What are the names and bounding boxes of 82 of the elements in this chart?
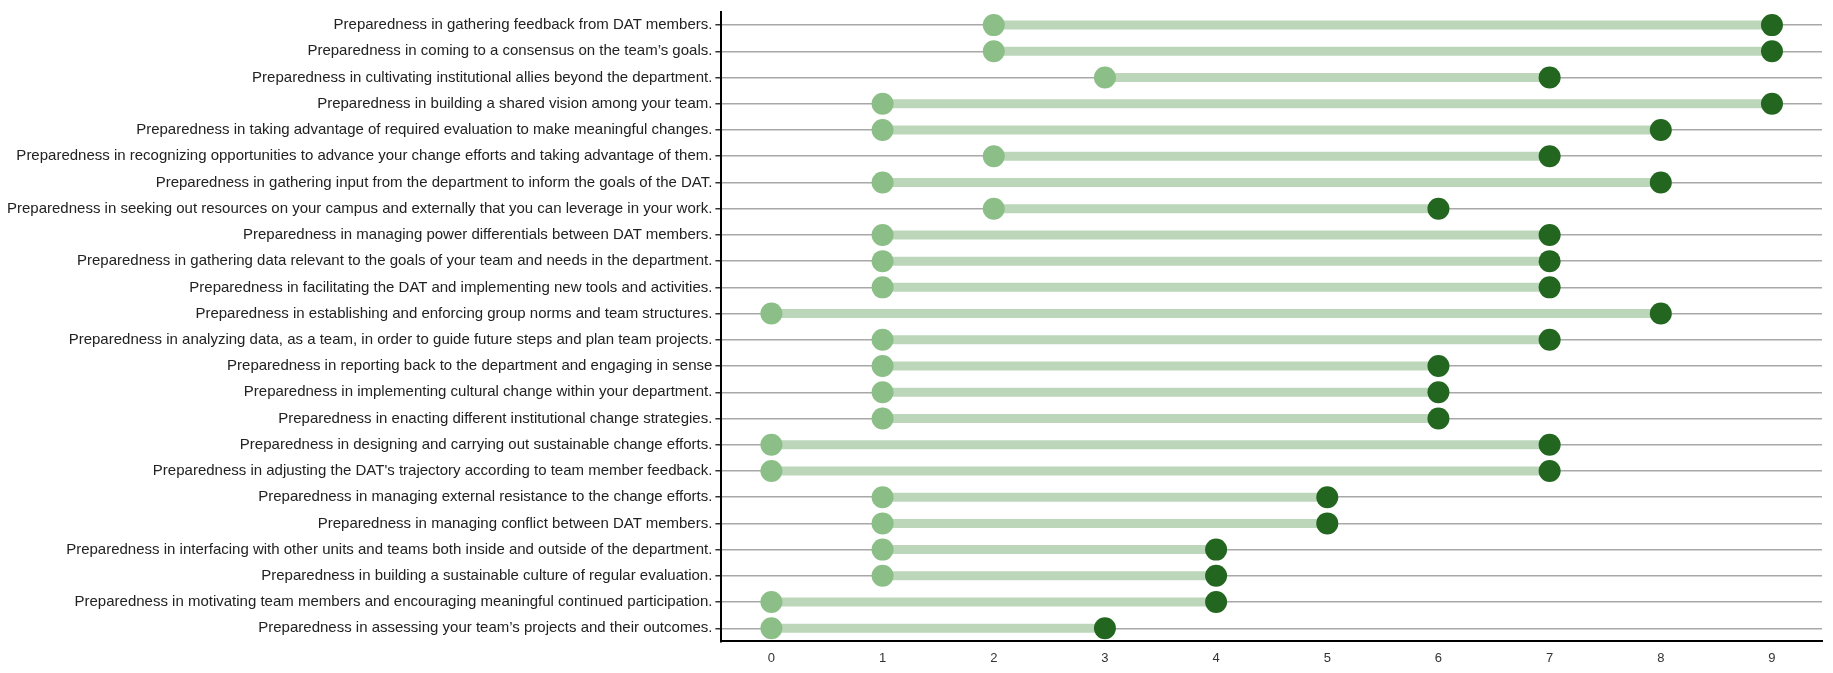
y-tick-label: Preparedness in interfacing with other units and teams both inside and outside of the department.	[66, 539, 713, 557]
point	[982, 197, 1005, 220]
point	[1649, 119, 1672, 142]
y-tick-label: Preparedness in establishing and enforcing group norms and team structures.	[195, 303, 713, 321]
y-tick-label: Preparedness in managing power differentials between DAT members.	[242, 225, 713, 243]
point	[1538, 433, 1561, 456]
point	[1093, 617, 1116, 640]
y-tick-label: Preparedness in managing external resistance to the change efforts.	[258, 487, 713, 505]
point	[982, 145, 1005, 168]
y-tick-label: Preparedness in gathering feedback from DAT members.	[333, 15, 713, 33]
point	[1760, 14, 1783, 37]
point	[871, 276, 894, 299]
y-tick-label: Preparedness in building a shared vision among your team.	[317, 93, 713, 111]
point	[871, 223, 894, 246]
y-tick-label: Preparedness in seeking out resources on your campus and externally that you can leverage in your work.	[7, 198, 713, 216]
x-tick-label: 9	[1768, 649, 1776, 665]
point	[982, 40, 1005, 63]
point	[1427, 355, 1450, 378]
point	[1538, 459, 1561, 482]
point	[760, 433, 783, 456]
point	[1427, 381, 1450, 404]
point	[1538, 276, 1561, 299]
x-tick-label: 8	[1657, 649, 1665, 665]
point	[1538, 250, 1561, 273]
y-tick-label: Preparedness in gathering input from the department to inform the goals of the DAT.	[155, 172, 713, 190]
point	[1760, 92, 1783, 115]
point	[982, 14, 1005, 37]
y-tick-label: Preparedness in taking advantage of required evaluation to make meaningful changes.	[136, 120, 713, 138]
y-tick-label: Preparedness in motivating team members and encouraging meaningful continued participation.	[74, 592, 713, 610]
x-tick-label: 2	[990, 649, 998, 665]
point	[871, 381, 894, 404]
y-tick-label: Preparedness in reporting back to the department and engaging in sense	[227, 356, 713, 374]
y-tick-label: Preparedness in analyzing data, as a team, in order to guide future steps and plan team projects.	[68, 329, 713, 347]
point	[1649, 171, 1672, 194]
point	[1538, 223, 1561, 246]
y-tick-label: Preparedness in facilitating the DAT and implementing new tools and activities.	[189, 277, 713, 295]
point	[1538, 66, 1561, 89]
point	[1205, 564, 1228, 587]
x-tick-label: 0	[767, 649, 776, 665]
y-tick-label: Preparedness in managing conflict between DAT members.	[317, 513, 713, 531]
point	[760, 302, 783, 325]
point	[1316, 486, 1339, 509]
x-tick-label: 3	[1101, 649, 1109, 665]
point	[760, 459, 783, 482]
point	[1093, 66, 1116, 89]
point	[1760, 40, 1783, 63]
y-tick-label: Preparedness in gathering data relevant to the goals of your team and needs in the department.	[76, 251, 713, 269]
point	[871, 328, 894, 351]
point	[760, 591, 783, 614]
point	[871, 355, 894, 378]
point	[1649, 302, 1672, 325]
x-tick-label: 4	[1212, 649, 1220, 665]
x-tick-label: 7	[1546, 649, 1554, 665]
point	[871, 407, 894, 430]
point	[1538, 328, 1561, 351]
point	[871, 564, 894, 587]
point	[1427, 407, 1450, 430]
y-tick-label: Preparedness in building a sustainable culture of regular evaluation.	[261, 565, 713, 583]
y-tick-label: Preparedness in recognizing opportunities to advance your change efforts and taking advantage of them.	[16, 146, 713, 164]
point	[1538, 145, 1561, 168]
point	[871, 486, 894, 509]
point	[871, 512, 894, 535]
point	[871, 119, 894, 142]
y-tick-label: Preparedness in adjusting the DAT's trajectory according to team member feedback.	[152, 461, 713, 479]
y-tick-label: Preparedness in implementing cultural change within your department.	[243, 382, 713, 400]
point	[871, 92, 894, 115]
y-tick-label: Preparedness in cultivating institutional allies beyond the department.	[252, 67, 713, 85]
point	[1427, 197, 1450, 220]
x-tick-label: 5	[1323, 649, 1331, 665]
x-tick-label: 1	[878, 649, 887, 665]
point	[871, 538, 894, 561]
y-tick-label: Preparedness in enacting different institutional change strategies.	[278, 408, 713, 426]
y-tick-label: Preparedness in designing and carrying out sustainable change efforts.	[239, 434, 713, 452]
point	[871, 250, 894, 273]
point	[1205, 591, 1228, 614]
point	[871, 171, 894, 194]
y-tick-label: Preparedness in coming to a consensus on the team’s goals.	[307, 41, 713, 59]
y-tick-label: Preparedness in assessing your team’s projects and their outcomes.	[258, 618, 713, 636]
point	[1205, 538, 1228, 561]
point	[1316, 512, 1339, 535]
point	[760, 617, 783, 640]
x-tick-label: 6	[1434, 649, 1443, 665]
